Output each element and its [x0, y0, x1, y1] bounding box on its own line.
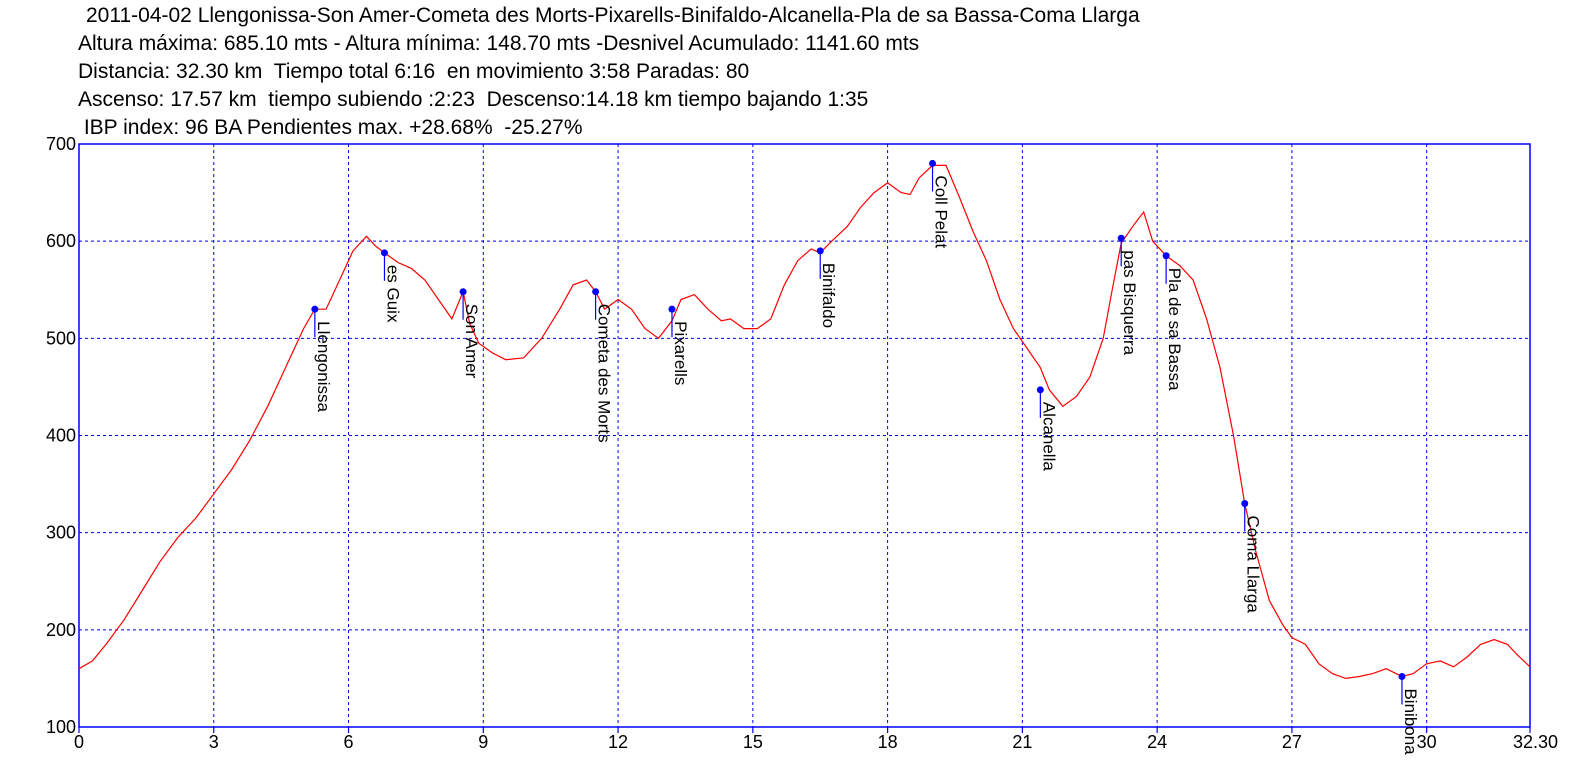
waypoint-binibona: Binibona: [1398, 672, 1420, 755]
waypoint-label: Alcanella: [1039, 402, 1058, 472]
y-tick-label: 300: [46, 523, 76, 543]
waypoint-marker: [1398, 672, 1406, 680]
x-tick-label: 0: [74, 732, 84, 752]
waypoint-label: Coll Pelat: [932, 175, 951, 248]
waypoint-es-guix: es Guix: [380, 249, 402, 323]
y-axis-ticks: 100 200 300 400 500 600 700: [46, 134, 76, 737]
chart-header: 2011-04-02 Llengonissa-Son Amer-Cometa d…: [0, 0, 1596, 150]
waypoint-label: Llengonissa: [314, 321, 333, 412]
y-tick-label: 700: [46, 134, 76, 154]
waypoint-marker: [311, 305, 319, 313]
x-tick-label: 18: [878, 732, 898, 752]
plot-frame: [78, 143, 1531, 728]
waypoint-pixarells: Pixarells: [668, 305, 690, 385]
waypoint-alcanella: Alcanella: [1036, 386, 1058, 472]
waypoint-label: pas Bisquerra: [1120, 250, 1139, 355]
y-tick-label: 200: [46, 620, 76, 640]
y-tick-label: 400: [46, 426, 76, 446]
x-tick-label: 24: [1147, 732, 1167, 752]
waypoint-marker: [929, 159, 937, 167]
y-tick-label: 600: [46, 231, 76, 251]
y-tick-label: 500: [46, 328, 76, 348]
waypoint-marker: [1162, 252, 1170, 260]
x-tick-label: 9: [478, 732, 488, 752]
x-tick-label: 21: [1012, 732, 1032, 752]
x-tick-label: 15: [743, 732, 763, 752]
waypoint-coma-llarga: Coma Llarga: [1241, 500, 1263, 613]
waypoint-marker: [380, 249, 388, 257]
waypoint-label: Pla de sa Bassa: [1165, 268, 1184, 391]
waypoint-coll-pelat: Coll Pelat: [929, 159, 951, 248]
x-tick-label: 27: [1282, 732, 1302, 752]
waypoint-cometa-des-morts: Cometa des Morts: [592, 288, 614, 443]
waypoint-marker: [816, 247, 824, 255]
waypoint-label: Binifaldo: [819, 263, 838, 328]
waypoint-son-amer: Son Amer: [459, 288, 481, 379]
ibp-slope-stats: IBP index: 96 BA Pendientes max. +28.68%…: [78, 116, 583, 139]
waypoint-marker: [1241, 500, 1249, 508]
altitude-stats: Altura máxima: 685.10 mts - Altura mínim…: [78, 32, 920, 55]
waypoint-marker: [668, 305, 676, 313]
waypoint-label: Son Amer: [462, 304, 481, 379]
waypoint-markers: Llengonissa es Guix Son Amer Cometa des Mor…: [311, 159, 1420, 755]
x-tick-label: 6: [344, 732, 354, 752]
waypoint-pas-bisquerra: pas Bisquerra: [1117, 234, 1139, 356]
waypoint-marker: [1117, 234, 1125, 242]
x-tick-label: 12: [608, 732, 628, 752]
waypoint-marker: [1036, 386, 1044, 394]
x-tick-label: 30: [1417, 732, 1437, 752]
elevation-profile-line: [78, 164, 1531, 680]
waypoint-label: Cometa des Morts: [595, 304, 614, 443]
distance-stats: Distancia: 32.30 km Tiempo total 6:16 en…: [78, 60, 750, 83]
waypoint-label: Binibona: [1401, 688, 1420, 755]
grid-lines: [79, 144, 1530, 727]
waypoint-binifaldo: Binifaldo: [816, 247, 838, 328]
waypoint-marker: [592, 288, 600, 296]
x-tick-label: 32.30: [1513, 732, 1558, 752]
ascent-descent-stats: Ascenso: 17.57 km tiempo subiendo :2:23 …: [78, 88, 869, 111]
waypoint-pla-de-sa-bassa: Pla de sa Bassa: [1162, 252, 1184, 391]
waypoint-label: es Guix: [383, 265, 402, 323]
waypoint-marker: [459, 288, 467, 296]
x-tick-label: 3: [209, 732, 219, 752]
chart-title: 2011-04-02 Llengonissa-Son Amer-Cometa d…: [86, 4, 1140, 27]
waypoint-label: Coma Llarga: [1244, 516, 1263, 614]
x-axis-ticks: 0 3 6 9 12 15 18 21 24 27 30 32.30: [74, 727, 1558, 752]
waypoint-label: Pixarells: [671, 321, 690, 385]
waypoint-llengonissa: Llengonissa: [311, 305, 333, 412]
y-tick-label: 100: [46, 717, 76, 737]
